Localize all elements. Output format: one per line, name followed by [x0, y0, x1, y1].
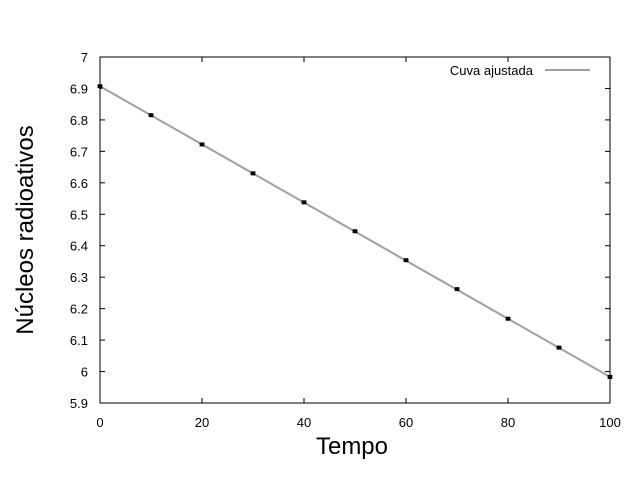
- x-tick-label: 100: [599, 415, 621, 430]
- data-point: [505, 316, 511, 321]
- data-point: [556, 345, 562, 350]
- y-tick-label: 6: [81, 365, 88, 380]
- y-tick-label: 5.9: [70, 396, 88, 411]
- y-tick-label: 6.6: [70, 176, 88, 191]
- data-point: [301, 200, 307, 205]
- data-point: [403, 258, 409, 263]
- x-tick-label: 0: [96, 415, 103, 430]
- ticks-layer: 0 20 40 60 80 100 5.9 6 6.1 6.2 6.3 6.4 6.5 6.6 6.7 6.8…: [70, 50, 621, 430]
- data-point: [607, 374, 613, 379]
- plot-frame: [99, 56, 611, 404]
- x-tick-label: 60: [399, 415, 413, 430]
- y-tick-label: 6.4: [70, 239, 88, 254]
- data-point: [454, 287, 460, 292]
- data-point: [352, 229, 358, 234]
- y-tick-label: 6.2: [70, 302, 88, 317]
- y-tick-label: 6.5: [70, 207, 88, 222]
- data-points-layer: [97, 84, 613, 379]
- data-point: [199, 142, 205, 147]
- x-tick-label: 40: [297, 415, 311, 430]
- y-tick-label: 6.1: [70, 333, 88, 348]
- y-tick-label: 6.9: [70, 81, 88, 96]
- y-tick-label: 6.8: [70, 113, 88, 128]
- data-point: [97, 84, 103, 89]
- y-axis-title: Núcleos radioativos: [12, 125, 39, 334]
- x-axis-title: Tempo: [316, 433, 388, 460]
- y-tick-label: 6.3: [70, 270, 88, 285]
- legend-label: Cuva ajustada: [450, 63, 534, 78]
- data-point: [250, 171, 256, 176]
- x-tick-label: 20: [195, 415, 209, 430]
- y-tick-label: 6.7: [70, 144, 88, 159]
- x-tick-label: 80: [501, 415, 515, 430]
- y-tick-label: 7: [81, 50, 88, 65]
- legend: Cuva ajustada: [450, 63, 590, 78]
- data-point: [148, 113, 154, 118]
